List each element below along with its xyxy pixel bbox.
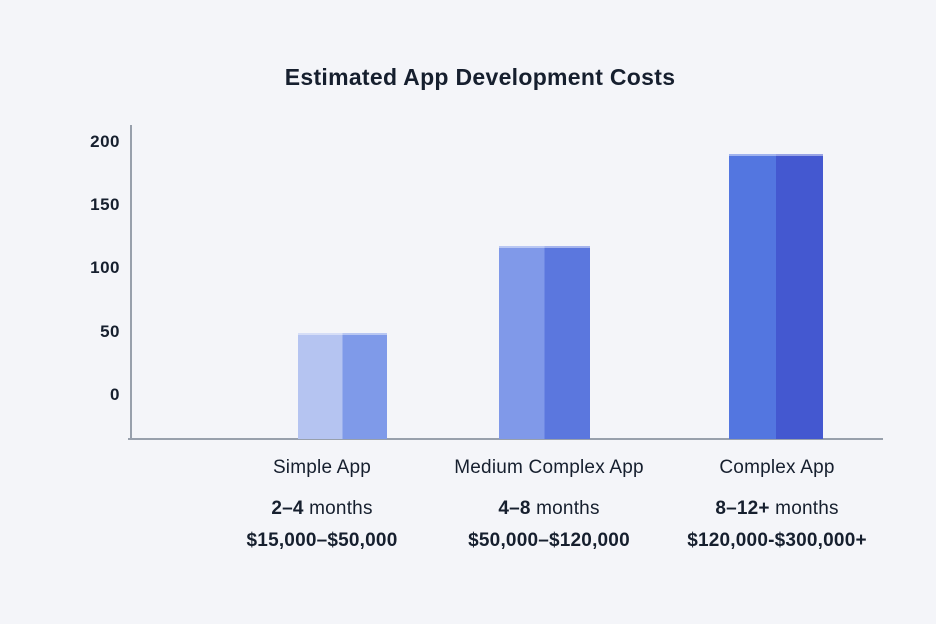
timeline-suffix: months (530, 498, 600, 519)
timeline-label: 4–8 months (498, 498, 599, 520)
y-tick-label: 0 (110, 385, 120, 404)
y-axis-line (130, 125, 132, 439)
y-tick-label: 150 (90, 195, 120, 215)
bar-simple-app (298, 332, 387, 439)
timeline-label: 2–4 months (271, 498, 372, 520)
chart-title: Estimated App Development Costs (284, 64, 676, 90)
y-tick-label: 50 (100, 321, 120, 341)
timeline-suffix: months (303, 498, 373, 519)
timeline-label: 8–12+ months (715, 498, 838, 520)
y-tick-label: 100 (90, 258, 120, 278)
y-tick-label: 200 (90, 131, 120, 151)
bar-complex-app (729, 154, 823, 439)
cost-range-label: $50,000–$120,000 (468, 530, 630, 551)
category-label: Medium Complex App (454, 457, 644, 478)
category-label: Simple App (272, 457, 372, 478)
timeline-range: 8–12+ (715, 498, 770, 519)
bar-medium-complex-app (499, 245, 590, 439)
timeline-range: 4–8 (498, 498, 531, 519)
cost-range-label: $120,000-$300,000+ (687, 530, 867, 551)
timeline-suffix: months (769, 498, 839, 519)
category-label: Complex App (719, 457, 835, 478)
cost-range-label: $15,000–$50,000 (246, 530, 398, 551)
timeline-range: 2–4 (271, 498, 304, 519)
x-axis-line (128, 438, 883, 440)
